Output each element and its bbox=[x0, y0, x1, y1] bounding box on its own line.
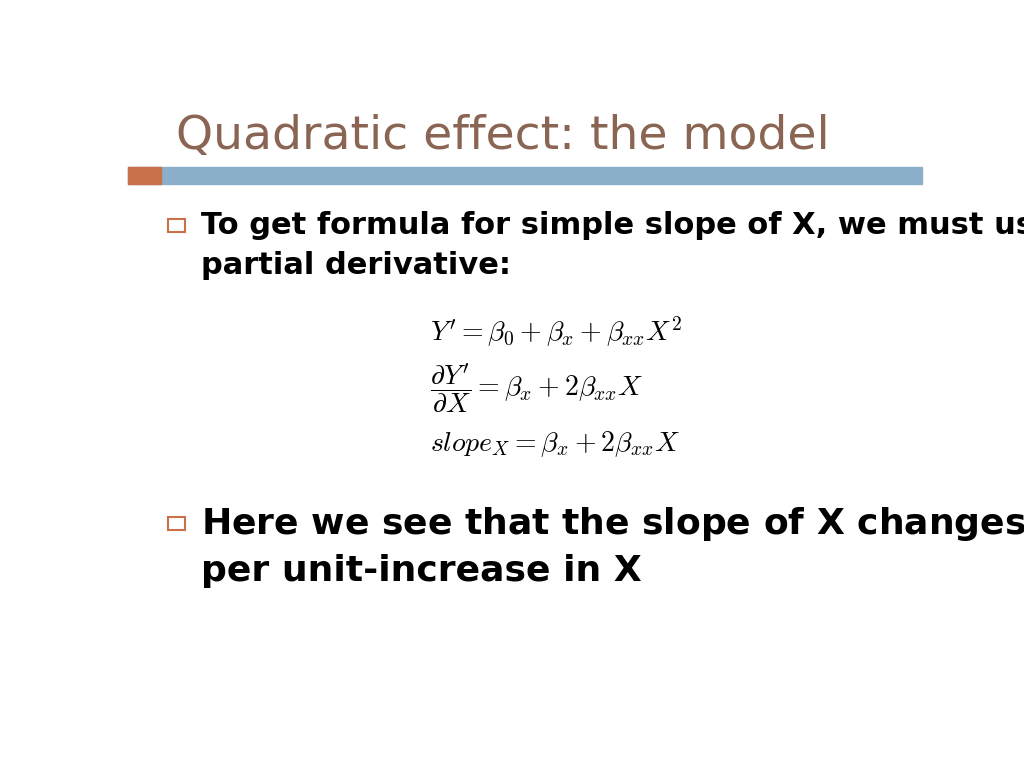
Bar bbox=[128, 167, 162, 184]
Bar bbox=[128, 167, 922, 184]
Text: partial derivative:: partial derivative: bbox=[201, 251, 511, 280]
Text: $Y' = \beta_0 + \beta_x + \beta_{xx} X^2$: $Y' = \beta_0 + \beta_x + \beta_{xx} X^2… bbox=[430, 314, 682, 349]
Bar bbox=[168, 219, 185, 232]
Text: To get formula for simple slope of X, we must use: To get formula for simple slope of X, we… bbox=[201, 210, 1024, 240]
Text: per unit-increase in X: per unit-increase in X bbox=[201, 554, 642, 588]
Text: Quadratic effect: the model: Quadratic effect: the model bbox=[176, 114, 829, 159]
Text: $\dfrac{\partial Y'}{\partial X} = \beta_x + 2\beta_{xx} X$: $\dfrac{\partial Y'}{\partial X} = \beta… bbox=[430, 361, 643, 415]
Text: $slope_X = \beta_x + 2\beta_{xx} X$: $slope_X = \beta_x + 2\beta_{xx} X$ bbox=[430, 429, 680, 459]
Bar bbox=[168, 518, 185, 531]
Text: Here we see that the slope of X changes by $2\beta_{\mathregular{xx}}$: Here we see that the slope of X changes … bbox=[201, 505, 1024, 543]
